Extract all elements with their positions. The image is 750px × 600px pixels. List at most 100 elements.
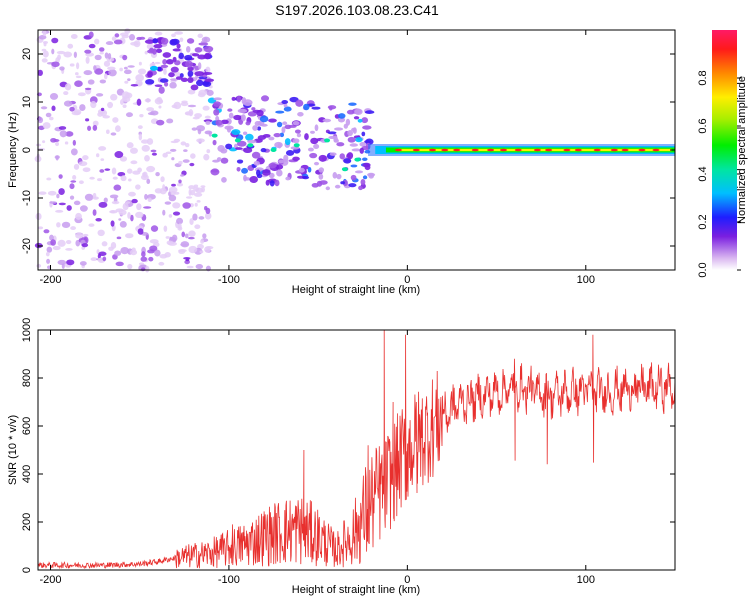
spectrogram-blob	[120, 99, 124, 106]
spectrogram-x-tick-label: 100	[577, 274, 595, 286]
spectrogram-blob	[236, 159, 244, 164]
spectrogram-blob	[362, 125, 372, 130]
spectrogram-blob	[202, 233, 207, 239]
spectrogram-blob	[122, 54, 128, 61]
spectrogram-blob	[180, 241, 190, 248]
spectrogram-blob	[164, 81, 169, 87]
spectrogram-blob	[184, 54, 193, 61]
spectrogram-blob	[110, 93, 118, 101]
spectrogram-blob	[187, 89, 196, 95]
spectrogram-blob	[187, 66, 194, 72]
spectrogram-blob	[194, 47, 203, 53]
spectrogram-blob	[195, 263, 204, 270]
spectrogram-blob	[47, 190, 57, 196]
spectrogram-blob	[58, 126, 67, 130]
spectrogram-blob	[127, 211, 131, 219]
spectrogram-blob	[186, 265, 194, 269]
spectrogram-band-peak	[453, 148, 461, 152]
spectrogram-blob	[197, 33, 203, 38]
spectrogram-blob	[111, 167, 117, 175]
spectrogram-blob	[283, 154, 289, 162]
spectrogram-blob	[127, 78, 131, 82]
snr-x-ticks: -200 -100 0 100	[39, 330, 595, 586]
spectrogram-blob	[96, 153, 100, 158]
spectrogram-blob	[168, 72, 175, 78]
spectrogram-blob	[183, 149, 188, 153]
spectrogram-band-peak	[610, 148, 618, 152]
spectrogram-blob	[79, 261, 87, 266]
spectrogram-blob	[98, 251, 107, 257]
spectrogram-blob	[146, 138, 154, 145]
spectrogram-blob	[190, 153, 196, 159]
spectrogram-blob	[318, 154, 327, 162]
spectrogram-blob	[37, 226, 44, 230]
spectrogram-blob	[162, 59, 168, 65]
spectrogram-blob	[66, 259, 75, 266]
spectrogram-blob	[233, 114, 242, 121]
spectrogram-blob	[202, 71, 213, 75]
spectrogram-blob	[349, 143, 359, 147]
spectrogram-blob	[58, 202, 66, 206]
spectrogram-band-peak	[487, 148, 495, 152]
spectrogram-blob	[121, 91, 130, 99]
spectrogram-blob	[176, 182, 184, 187]
spectrogram-blob	[295, 99, 304, 107]
spectrogram-blob	[187, 70, 194, 77]
spectrogram-blob	[57, 259, 67, 265]
spectrogram-blob	[309, 152, 318, 159]
spectrogram-blob	[173, 138, 181, 143]
spectrogram-blob	[128, 191, 136, 197]
spectrogram-blob	[362, 157, 368, 161]
spectrogram-blob	[58, 188, 65, 195]
spectrogram-y-tick-label: 10	[21, 96, 33, 108]
spectrogram-blob	[55, 155, 59, 161]
spectrogram-blob	[346, 109, 355, 115]
spectrogram-blob	[107, 52, 112, 60]
spectrogram-blob	[211, 133, 218, 138]
spectrogram-blob	[140, 174, 149, 181]
spectrogram-blob	[56, 193, 60, 199]
spectrogram-y-ticks: -20 -10 0 10 20	[21, 48, 675, 254]
spectrogram-blob	[75, 72, 79, 76]
spectrogram-blob	[196, 79, 204, 87]
spectrogram-blob	[130, 214, 134, 222]
spectrogram-blob	[176, 43, 181, 49]
colorbar-tick-label: 0.4	[697, 166, 709, 181]
spectrogram-blob	[85, 118, 90, 122]
spectrogram-blob	[279, 132, 285, 138]
spectrogram-blob	[164, 201, 172, 205]
spectrogram-blob	[83, 70, 93, 76]
spectrogram-blob	[198, 42, 209, 46]
spectrogram-x-ticks: -200 -100 0 100	[39, 30, 595, 286]
spectrogram-band-peak	[545, 148, 553, 152]
spectrogram-blob	[351, 148, 361, 152]
spectrogram-blob	[328, 135, 337, 140]
spectrogram-blob	[135, 211, 144, 219]
spectrogram-blob	[187, 104, 197, 108]
spectrogram-blob	[252, 125, 258, 131]
spectrogram-blob	[58, 174, 63, 179]
spectrogram-blob	[92, 120, 99, 127]
colorbar-tick-label: 0.8	[697, 70, 709, 85]
spectrogram-blob	[296, 133, 302, 138]
spectrogram-blob	[318, 173, 324, 180]
spectrogram-blob	[88, 223, 95, 227]
spectrogram-blob	[169, 39, 178, 46]
spectrogram-blob	[196, 138, 205, 143]
spectrogram-blob	[71, 111, 81, 116]
spectrogram-blob	[149, 245, 158, 252]
spectrogram-blob	[304, 133, 309, 141]
spectrogram-blob	[192, 213, 198, 221]
spectrogram-blob	[268, 172, 275, 179]
spectrogram-blob	[227, 108, 233, 112]
spectrogram-blob	[169, 148, 177, 152]
spectrogram-blob	[180, 174, 185, 177]
snr-y-tick-label: 0	[21, 567, 33, 573]
spectrogram-blob	[102, 115, 110, 119]
spectrogram-blob	[99, 169, 105, 173]
spectrogram-blob	[190, 84, 199, 91]
spectrogram-blob	[225, 143, 233, 150]
spectrogram-blob	[35, 212, 42, 221]
spectrogram-blob	[243, 174, 247, 182]
spectrogram-blob	[116, 236, 122, 240]
